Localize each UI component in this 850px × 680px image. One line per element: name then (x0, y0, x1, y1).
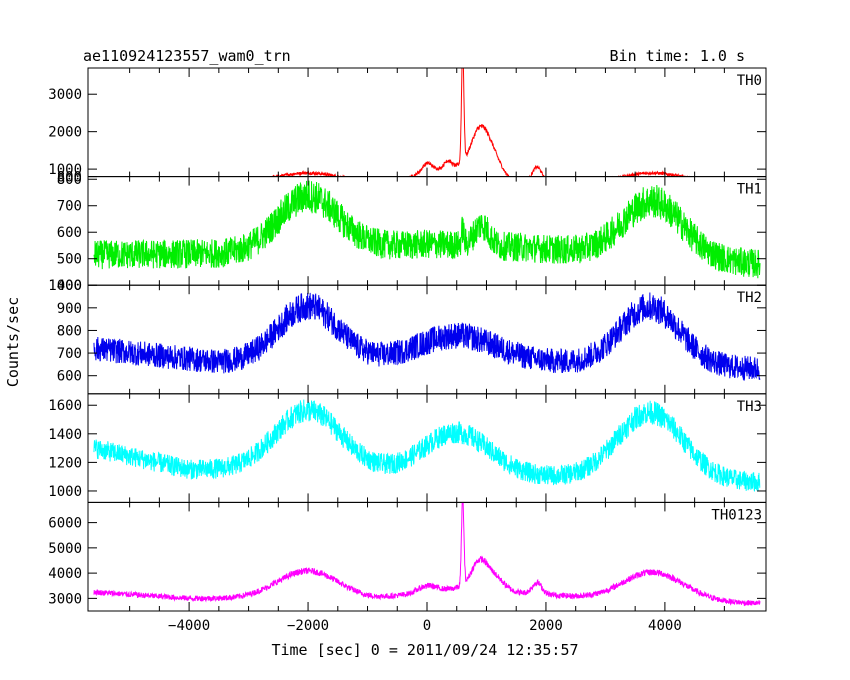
x-tick-label: 0 (423, 618, 431, 634)
panel-label: TH1 (737, 182, 762, 198)
y-tick-label: 1000 (48, 278, 82, 294)
y-tick-label: 800 (57, 323, 82, 339)
y-tick-label: 2000 (48, 125, 82, 141)
panel-label: TH3 (737, 399, 762, 415)
y-tick-label: 3000 (48, 87, 82, 103)
y-tick-label: 600 (57, 369, 82, 385)
y-tick-label: 4000 (48, 566, 82, 582)
panel-label: TH0 (737, 73, 762, 89)
y-tick-label: 900 (57, 301, 82, 317)
chart-title-left: ae110924123557_wam0_trn (83, 47, 291, 65)
y-tick-label: 5000 (48, 541, 82, 557)
y-tick-label: 1000 (48, 162, 82, 178)
x-tick-label: 4000 (648, 618, 682, 634)
y-tick-label: 1600 (48, 398, 82, 414)
y-tick-label: 3000 (48, 591, 82, 607)
panel-label: TH2 (737, 290, 762, 306)
y-tick-label: 500 (57, 252, 82, 268)
x-axis-label: Time [sec] 0 = 2011/09/24 12:35:57 (271, 641, 578, 659)
y-tick-label: 600 (57, 225, 82, 241)
panels-group: 800100020003000TH0400500600700800TH16007… (48, 67, 767, 634)
x-tick-label: −4000 (168, 618, 210, 634)
x-tick-label: 2000 (529, 618, 563, 634)
panel-th0123: 3000 4000 5000 6000 TH0123 (48, 501, 767, 612)
series-line-th0 (263, 68, 697, 177)
y-tick-label: 800 (57, 172, 82, 188)
y-tick-label: 700 (57, 199, 82, 215)
series-line-th1 (93, 180, 761, 279)
panel-th1: 400 500 600 700 800 TH1 (57, 172, 767, 294)
panel-th3: 1000 1200 1400 1600 TH3 (48, 393, 767, 503)
y-tick-label: 800 (57, 170, 82, 186)
y-tick-label: 1200 (48, 455, 82, 471)
panel-label: TH0123 (711, 507, 762, 523)
chart-title-right: Bin time: 1.0 s (610, 47, 745, 65)
y-tick-label: 1400 (48, 427, 82, 443)
series-line-th2 (93, 292, 761, 381)
x-tick-label: −2000 (287, 618, 329, 634)
y-tick-label: 700 (57, 346, 82, 362)
y-tick-label: 400 (57, 278, 82, 294)
y-axis-label: Counts/sec (4, 297, 22, 387)
y-tick-label: 6000 (48, 516, 82, 532)
series-line-th3 (93, 399, 761, 492)
panel-frame (87, 67, 767, 178)
series-line-th0123 (93, 502, 761, 607)
panel-th2: 600 700 800 900 1000 TH2 (48, 278, 767, 395)
y-tick-label: 1000 (48, 484, 82, 500)
panel-frame (87, 501, 767, 612)
